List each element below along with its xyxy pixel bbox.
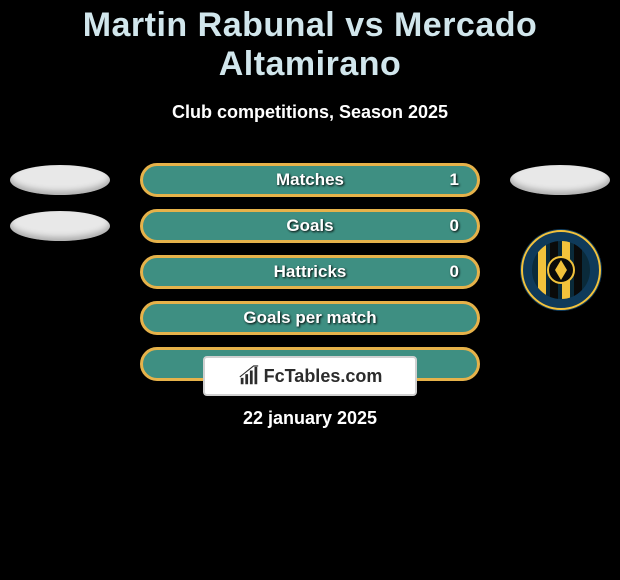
subtitle: Club competitions, Season 2025 (0, 102, 620, 123)
stat-value: 0 (450, 216, 459, 236)
brand-label: FcTables.com (264, 366, 383, 387)
club-crest-icon (520, 229, 602, 311)
stat-value: 1 (450, 170, 459, 190)
stat-pill: Goals 0 (140, 209, 480, 243)
comparison-infographic: Martin Rabunal vs Mercado Altamirano Clu… (0, 0, 620, 580)
stat-value: 0 (450, 262, 459, 282)
stat-row: Goals per match (0, 301, 620, 347)
stat-label: Goals (286, 216, 333, 236)
player-badge-right (510, 165, 610, 195)
player-badge-left (10, 165, 110, 195)
stat-label: Goals per match (243, 308, 376, 328)
stat-pill: Goals per match (140, 301, 480, 335)
stat-pill: Matches 1 (140, 163, 480, 197)
stat-label: Hattricks (274, 262, 347, 282)
stat-pill: Hattricks 0 (140, 255, 480, 289)
footer-date: 22 january 2025 (243, 408, 377, 429)
page-title: Martin Rabunal vs Mercado Altamirano (0, 0, 620, 84)
stat-label: Matches (276, 170, 344, 190)
brand-box[interactable]: FcTables.com (203, 356, 417, 396)
player-badge-left (10, 211, 110, 241)
brand-chart-icon (238, 365, 260, 387)
